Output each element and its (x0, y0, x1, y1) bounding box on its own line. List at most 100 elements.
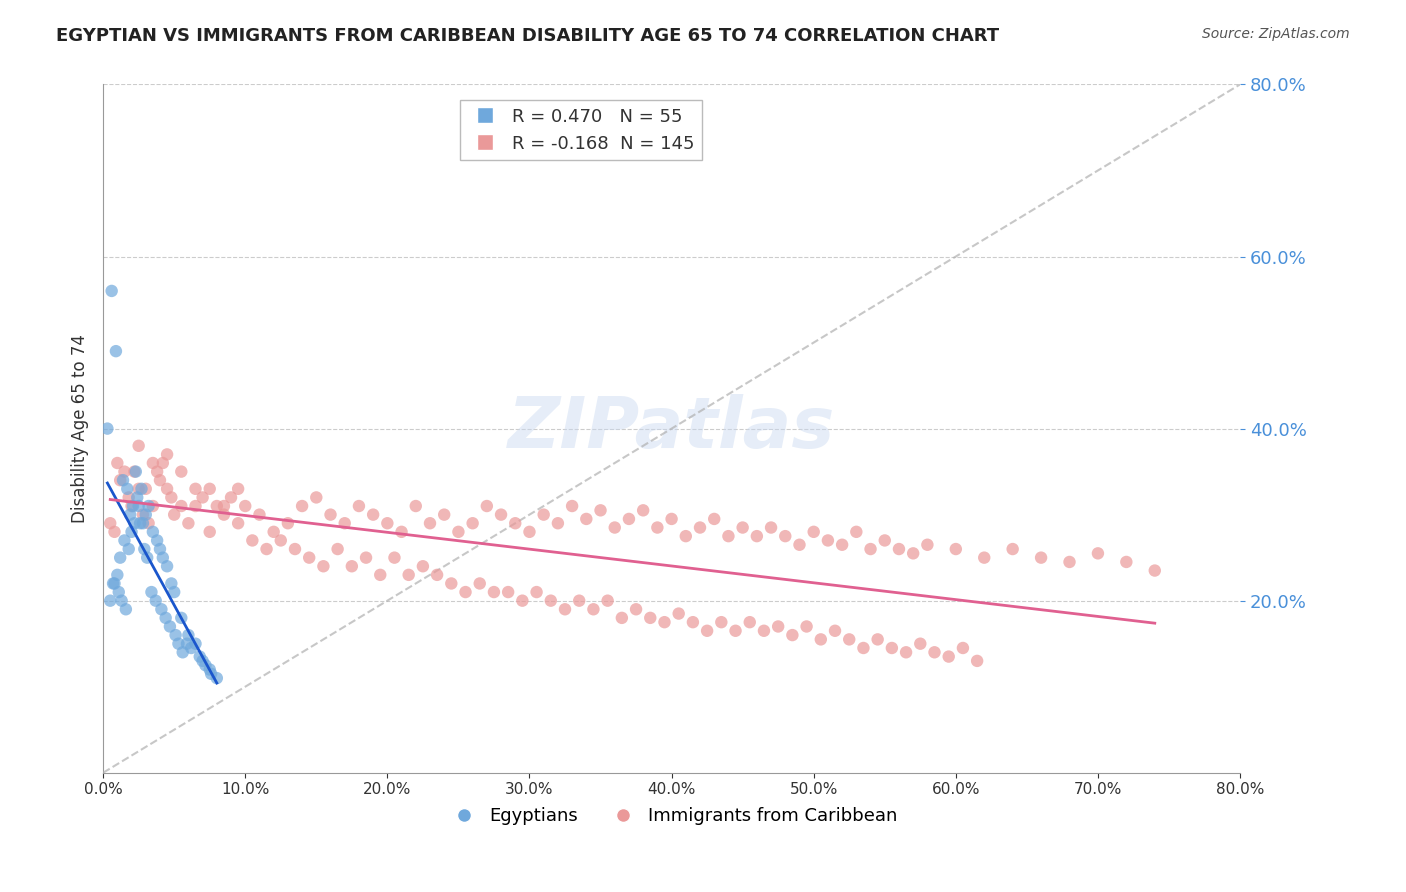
Point (184, 499, 207, 513)
Point (146, 533, 169, 548)
Point (894, 645, 917, 659)
Point (146, 465, 169, 479)
Point (226, 482, 249, 496)
Point (852, 640, 875, 655)
Point (233, 499, 256, 513)
Point (461, 516, 484, 531)
Point (191, 491, 214, 505)
Point (263, 524, 285, 539)
Point (131, 482, 153, 496)
Point (945, 542, 967, 557)
Point (98, 593, 121, 607)
Point (149, 473, 172, 487)
Point (426, 567, 449, 582)
Point (782, 628, 804, 642)
Point (689, 520, 711, 534)
Point (107, 585, 129, 599)
Point (775, 529, 797, 543)
Point (482, 585, 505, 599)
Point (398, 567, 420, 582)
Point (270, 533, 292, 548)
Point (138, 499, 160, 513)
Point (952, 640, 974, 655)
Point (873, 533, 896, 548)
Point (291, 499, 314, 513)
Point (924, 645, 946, 659)
Point (105, 567, 128, 582)
Point (165, 628, 187, 642)
Point (198, 663, 221, 677)
Point (1029, 550, 1052, 565)
Point (152, 550, 174, 565)
Point (654, 615, 676, 630)
Point (1115, 555, 1137, 569)
Point (796, 619, 818, 633)
Point (103, 524, 125, 539)
Point (136, 550, 159, 565)
Point (128, 499, 150, 513)
Point (752, 624, 775, 638)
Point (724, 624, 747, 638)
Point (277, 516, 299, 531)
Point (226, 516, 249, 531)
Point (284, 542, 307, 557)
Point (100, 284, 122, 298)
Point (468, 576, 491, 591)
Point (568, 593, 591, 607)
Point (122, 499, 145, 513)
Point (200, 666, 222, 681)
Point (682, 615, 704, 630)
Point (1059, 555, 1081, 569)
Point (114, 533, 136, 548)
Point (105, 456, 128, 470)
Point (184, 482, 207, 496)
Point (118, 542, 141, 557)
Point (703, 512, 725, 526)
Point (496, 585, 519, 599)
Point (340, 559, 363, 574)
Point (433, 508, 456, 522)
Point (124, 465, 146, 479)
Point (249, 508, 271, 522)
Point (240, 533, 263, 548)
Point (108, 550, 131, 565)
Point (817, 533, 839, 548)
Point (917, 538, 939, 552)
Point (160, 576, 183, 591)
Point (354, 550, 377, 565)
Point (831, 538, 853, 552)
Point (115, 602, 138, 616)
Point (554, 602, 576, 616)
Point (198, 524, 221, 539)
Point (125, 465, 148, 479)
Point (170, 499, 193, 513)
Point (176, 637, 198, 651)
Point (163, 508, 186, 522)
Point (167, 637, 190, 651)
Point (128, 439, 150, 453)
Point (617, 512, 640, 526)
Point (156, 482, 179, 496)
Point (377, 516, 399, 531)
Point (789, 538, 811, 552)
Point (512, 593, 534, 607)
Point (160, 491, 183, 505)
Point (603, 520, 626, 534)
Point (675, 529, 697, 543)
Point (631, 503, 654, 517)
Point (194, 658, 217, 673)
Point (880, 640, 903, 655)
Point (759, 520, 782, 534)
Point (149, 542, 172, 557)
Point (170, 611, 193, 625)
Point (696, 624, 718, 638)
Point (766, 619, 789, 633)
Point (135, 508, 157, 522)
Point (412, 559, 434, 574)
Point (859, 542, 882, 557)
Point (103, 576, 125, 591)
Point (384, 550, 406, 565)
Point (624, 602, 647, 616)
Point (731, 520, 754, 534)
Point (118, 491, 141, 505)
